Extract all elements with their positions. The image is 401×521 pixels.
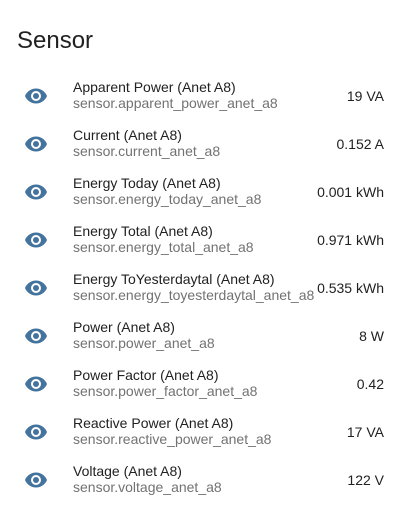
- entity-row-energy-total[interactable]: Energy Total (Anet A8) sensor.energy_tot…: [0, 216, 401, 264]
- entity-state[interactable]: 8 W: [359, 328, 384, 344]
- entity-row-energy-today[interactable]: Energy Today (Anet A8) sensor.energy_tod…: [0, 168, 401, 216]
- eye-icon[interactable]: [24, 228, 48, 252]
- entity-row-apparent-power[interactable]: Apparent Power (Anet A8) sensor.apparent…: [0, 72, 401, 120]
- entity-row-current[interactable]: Current (Anet A8) sensor.current_anet_a8…: [0, 120, 401, 168]
- entity-row-voltage[interactable]: Voltage (Anet A8) sensor.voltage_anet_a8…: [0, 456, 401, 504]
- entity-list: Apparent Power (Anet A8) sensor.apparent…: [0, 72, 401, 504]
- entity-id: sensor.apparent_power_anet_a8: [73, 95, 278, 111]
- eye-icon[interactable]: [24, 180, 48, 204]
- entity-id: sensor.reactive_power_anet_a8: [73, 431, 272, 447]
- eye-icon[interactable]: [24, 132, 48, 156]
- entity-id: sensor.power_factor_anet_a8: [73, 383, 258, 399]
- entity-id: sensor.current_anet_a8: [73, 143, 221, 159]
- entity-id: sensor.energy_toyesterdaytal_anet_a8: [73, 287, 315, 303]
- entity-state[interactable]: 17 VA: [346, 424, 384, 440]
- entity-name[interactable]: Reactive Power (Anet A8): [73, 415, 234, 431]
- entity-name[interactable]: Power (Anet A8): [73, 319, 175, 335]
- entity-row-power[interactable]: Power (Anet A8) sensor.power_anet_a8 8 W: [0, 312, 401, 360]
- entity-name[interactable]: Current (Anet A8): [73, 127, 182, 143]
- entity-id: sensor.energy_total_anet_a8: [73, 239, 254, 255]
- entity-name[interactable]: Energy ToYesterdaytal (Anet A8): [73, 271, 275, 287]
- entity-state[interactable]: 0.001 kWh: [317, 184, 384, 200]
- entity-state[interactable]: 0.971 kWh: [317, 232, 384, 248]
- entity-row-power-factor[interactable]: Power Factor (Anet A8) sensor.power_fact…: [0, 360, 401, 408]
- eye-icon[interactable]: [24, 276, 48, 300]
- entity-name[interactable]: Apparent Power (Anet A8): [73, 79, 236, 95]
- card-title: Sensor: [17, 27, 94, 54]
- eye-icon[interactable]: [24, 372, 48, 396]
- entity-state[interactable]: 19 VA: [346, 88, 384, 104]
- entity-name[interactable]: Energy Today (Anet A8): [73, 175, 221, 191]
- entity-state[interactable]: 122 V: [347, 472, 384, 488]
- entity-row-reactive-power[interactable]: Reactive Power (Anet A8) sensor.reactive…: [0, 408, 401, 456]
- entity-id: sensor.energy_today_anet_a8: [73, 191, 262, 207]
- entity-id: sensor.voltage_anet_a8: [73, 479, 222, 495]
- entity-state[interactable]: 0.535 kWh: [317, 280, 384, 296]
- eye-icon[interactable]: [24, 420, 48, 444]
- entity-row-energy-yesterday[interactable]: Energy ToYesterdaytal (Anet A8) sensor.e…: [0, 264, 401, 312]
- entity-state[interactable]: 0.152 A: [336, 136, 385, 152]
- entity-name[interactable]: Voltage (Anet A8): [73, 463, 182, 479]
- entity-name[interactable]: Power Factor (Anet A8): [73, 367, 219, 383]
- entity-name[interactable]: Energy Total (Anet A8): [73, 223, 213, 239]
- eye-icon[interactable]: [24, 324, 48, 348]
- entity-id: sensor.power_anet_a8: [73, 335, 215, 351]
- eye-icon[interactable]: [24, 468, 48, 492]
- entity-state[interactable]: 0.42: [356, 376, 384, 392]
- eye-icon[interactable]: [24, 84, 48, 108]
